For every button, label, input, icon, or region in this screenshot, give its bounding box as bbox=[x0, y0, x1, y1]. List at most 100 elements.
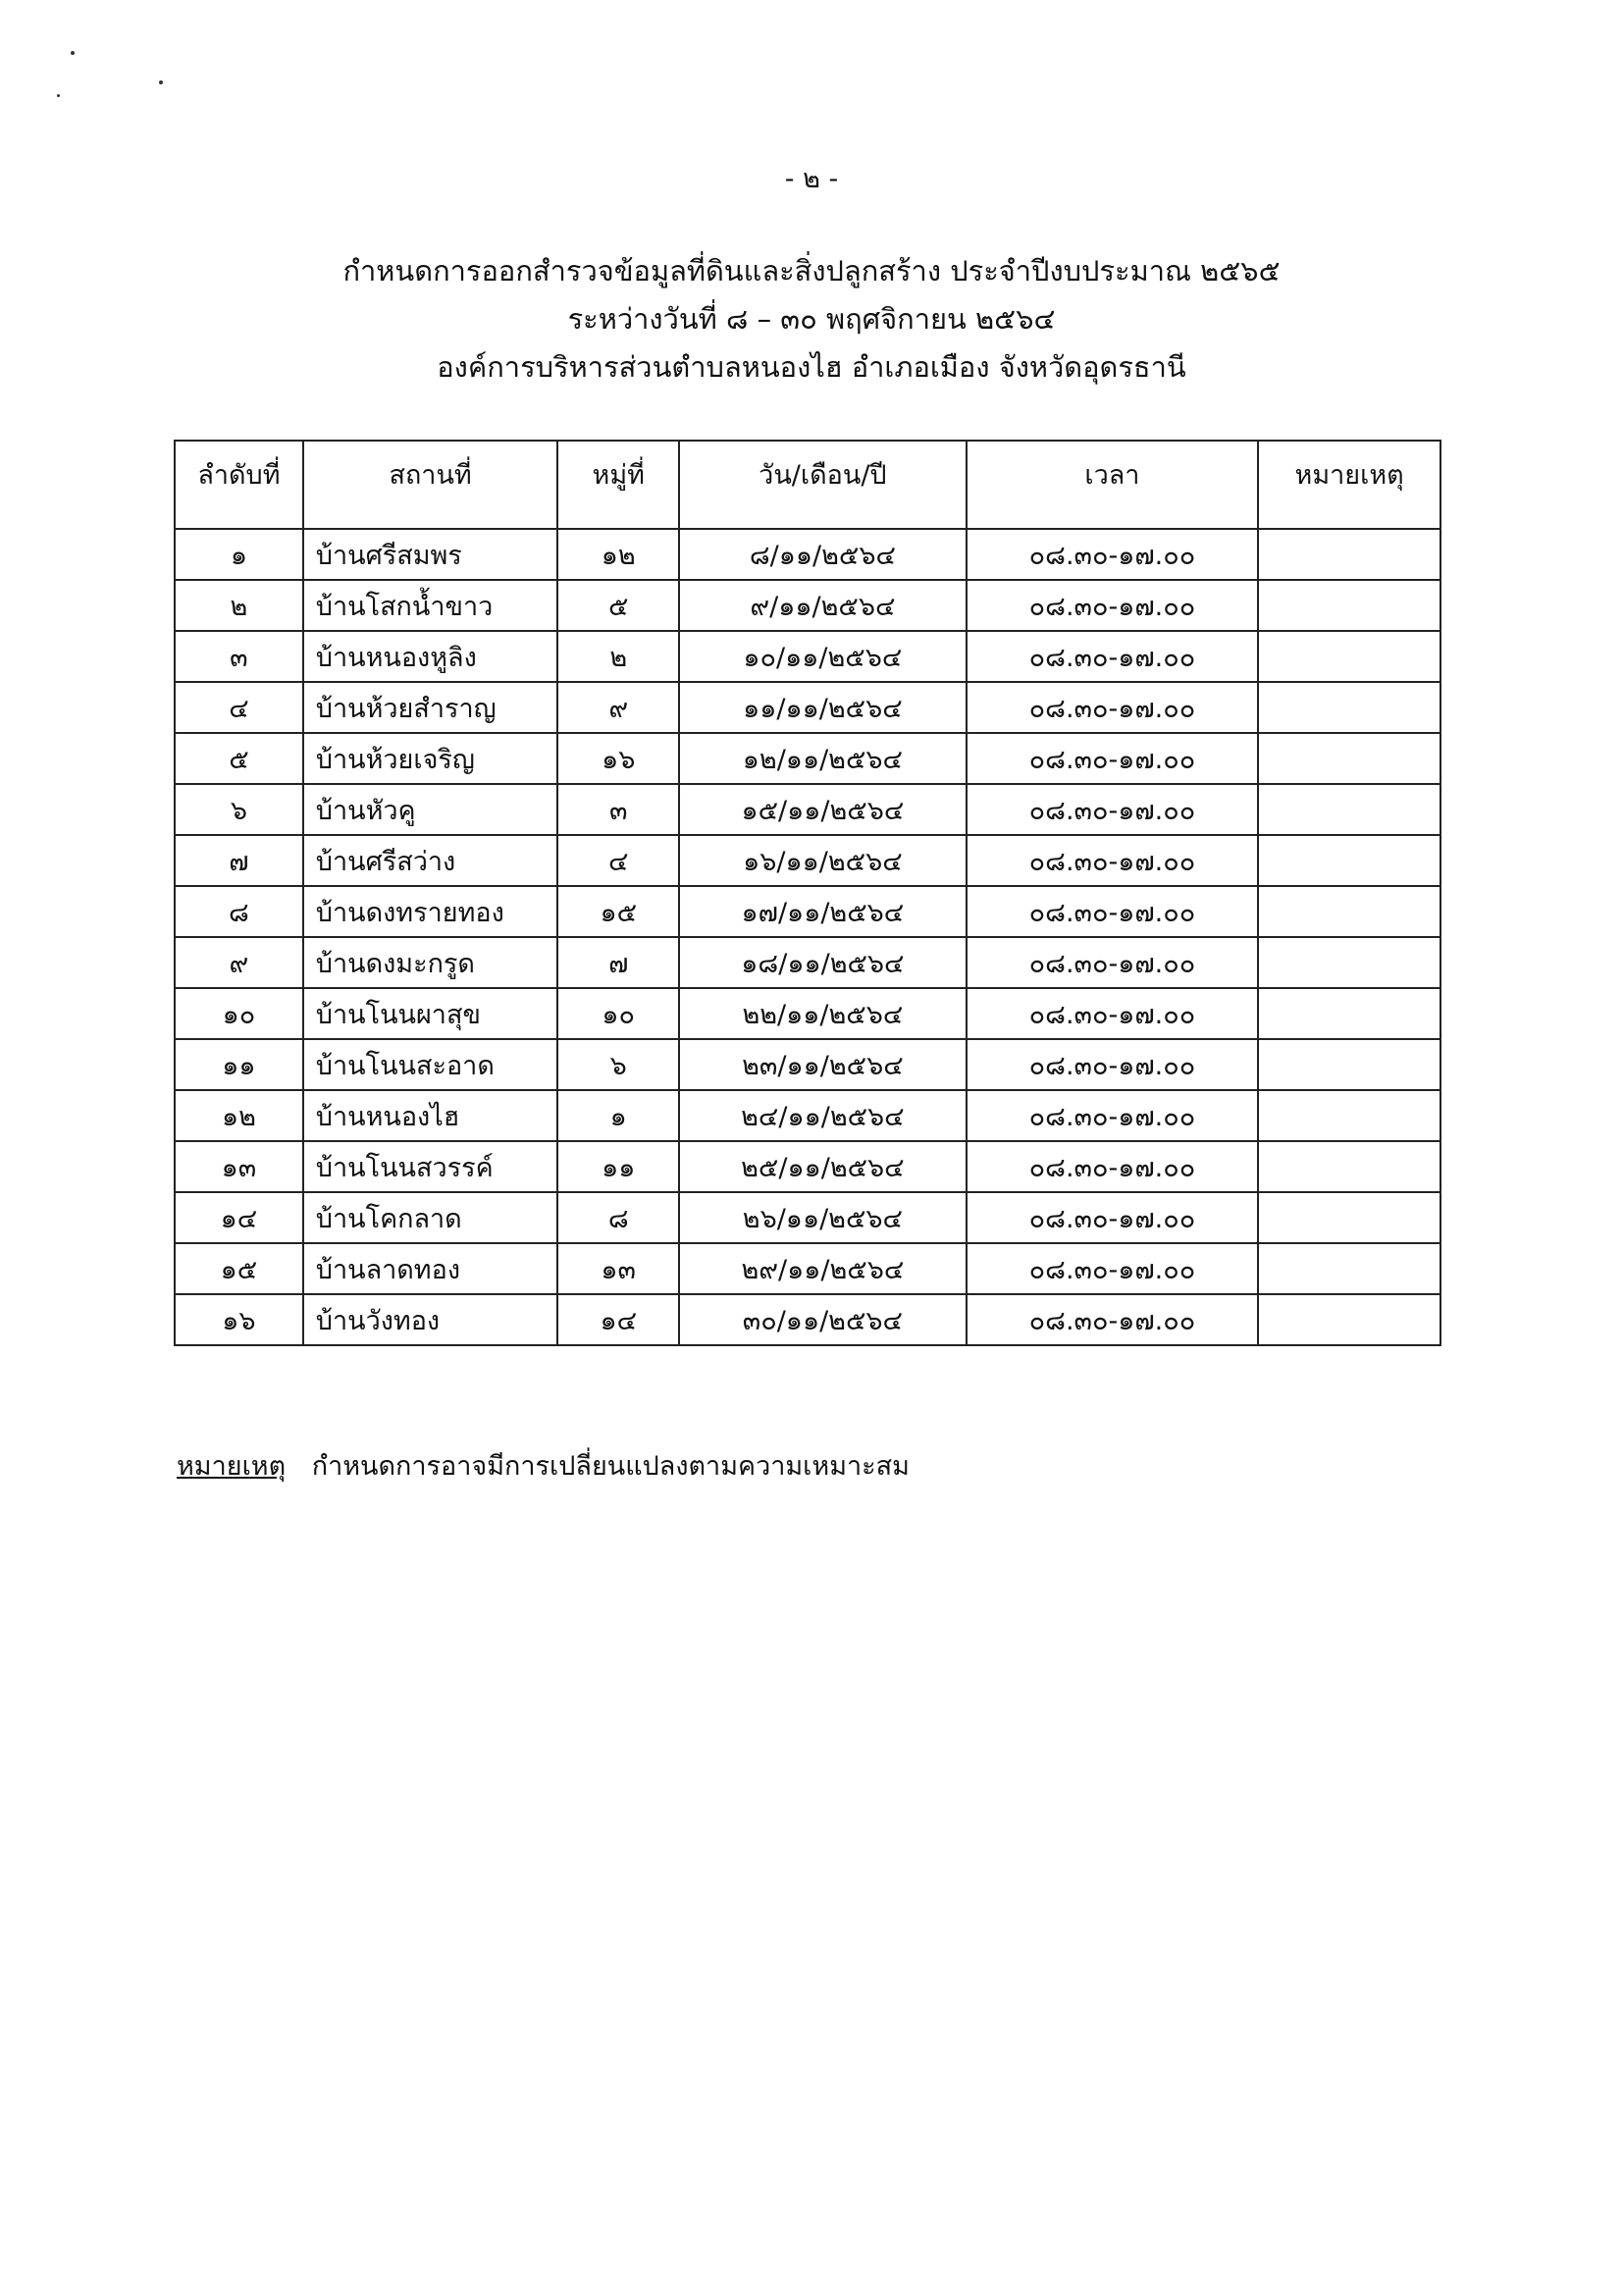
cell-date: ๒๕/๑๑/๒๕๖๔ bbox=[678, 1140, 968, 1193]
footnote-text: กำหนดการอาจมีการเปลี่ยนแปลงตามความเหมาะส… bbox=[311, 1451, 910, 1482]
table-row: ๑๕ บ้านลาดทอง ๑๓ ๒๙/๑๑/๒๕๖๔ ๐๘.๓๐-๑๗.๐๐ bbox=[174, 1242, 1441, 1295]
cell-remarks bbox=[1257, 1242, 1441, 1295]
cell-order: ๓ bbox=[174, 630, 304, 683]
cell-village-no: ๓ bbox=[556, 783, 681, 836]
cell-date: ๙/๑๑/๒๕๖๔ bbox=[678, 579, 968, 632]
table-row: ๖บ้านหัวคู๓๑๕/๑๑/๒๕๖๔ ๐๘.๓๐-๑๗.๐๐ bbox=[174, 783, 1441, 836]
cell-time: ๐๘.๓๐-๑๗.๐๐ bbox=[965, 783, 1260, 836]
cell-time: ๐๘.๓๐-๑๗.๐๐ bbox=[965, 936, 1260, 989]
cell-time: ๐๘.๓๐-๑๗.๐๐ bbox=[965, 1038, 1260, 1091]
cell-village-no: ๖ bbox=[556, 1038, 681, 1091]
title-line: ระหว่างวันที่ ๘ – ๓๐ พฤศจิกายน ๒๕๖๔ bbox=[567, 302, 1056, 336]
cell-order: ๑๐ bbox=[174, 987, 304, 1040]
cell-time: ๐๘.๓๐-๑๗.๐๐ bbox=[965, 987, 1260, 1040]
cell-place: บ้านศรีสมพร bbox=[301, 528, 559, 581]
table-row: ๙บ้านดงมะกรูด๗๑๘/๑๑/๒๕๖๔ ๐๘.๓๐-๑๗.๐๐ bbox=[174, 936, 1441, 989]
scan-speck bbox=[57, 94, 60, 97]
table-row: ๑๓ บ้านโนนสวรรค์ ๑๑ ๒๕/๑๑/๒๕๖๔ ๐๘.๓๐-๑๗.๐๐ bbox=[174, 1140, 1441, 1193]
header-village-no: หมู่ที่ bbox=[556, 440, 681, 530]
cell-time: ๐๘.๓๐-๑๗.๐๐ bbox=[965, 885, 1260, 938]
cell-date: ๑๒/๑๑/๒๕๖๔ bbox=[678, 732, 968, 785]
scan-speck bbox=[71, 51, 75, 55]
cell-village-no: ๑๑ bbox=[556, 1140, 681, 1193]
cell-time: ๐๘.๓๐-๑๗.๐๐ bbox=[965, 834, 1260, 887]
page-number: - ๒ - bbox=[784, 164, 839, 194]
cell-place: บ้านห้วยสำราญ bbox=[301, 681, 559, 734]
cell-village-no: ๔ bbox=[556, 834, 681, 887]
cell-date: ๒๓/๑๑/๒๕๖๔ bbox=[678, 1038, 968, 1091]
table-row: ๕บ้านห้วยเจริญ ๑๖ ๑๒/๑๑/๒๕๖๔ ๐๘.๓๐-๑๗.๐๐ bbox=[174, 732, 1441, 785]
cell-remarks bbox=[1257, 1140, 1441, 1193]
table-row: ๑๔ บ้านโคกลาด๘๒๖/๑๑/๒๕๖๔ ๐๘.๓๐-๑๗.๐๐ bbox=[174, 1191, 1441, 1244]
cell-remarks bbox=[1257, 783, 1441, 836]
cell-order: ๑๖ bbox=[174, 1293, 304, 1346]
table-row: ๑๒ บ้านหนองไฮ๑๒๔/๑๑/๒๕๖๔ ๐๘.๓๐-๑๗.๐๐ bbox=[174, 1089, 1441, 1142]
cell-remarks bbox=[1257, 1293, 1441, 1346]
cell-time: ๐๘.๓๐-๑๗.๐๐ bbox=[965, 630, 1260, 683]
footnote: หมายเหตุ กำหนดการอาจมีการเปลี่ยนแปลงตามค… bbox=[177, 1444, 910, 1487]
cell-time: ๐๘.๓๐-๑๗.๐๐ bbox=[965, 1242, 1260, 1295]
cell-order: ๑๔ bbox=[174, 1191, 304, 1244]
cell-place: บ้านหนองไฮ bbox=[301, 1089, 559, 1142]
cell-village-no: ๑๓ bbox=[556, 1242, 681, 1295]
cell-order: ๒ bbox=[174, 579, 304, 632]
table-row: ๘บ้านดงทรายทอง ๑๕ ๑๗/๑๑/๒๕๖๔ ๐๘.๓๐-๑๗.๐๐ bbox=[174, 885, 1441, 938]
survey-schedule-table: ลำดับที่ สถานที่ หมู่ที่ วัน/เดือน/ปี เว… bbox=[174, 440, 1441, 1346]
cell-place: บ้านหนองหูลิง bbox=[301, 630, 559, 683]
cell-village-no: ๘ bbox=[556, 1191, 681, 1244]
cell-remarks bbox=[1257, 681, 1441, 734]
cell-place: บ้านโสกน้ำขาว bbox=[301, 579, 559, 632]
cell-order: ๑๕ bbox=[174, 1242, 304, 1295]
cell-date: ๒๒/๑๑/๒๕๖๔ bbox=[678, 987, 968, 1040]
cell-place: บ้านโนนผาสุข bbox=[301, 987, 559, 1040]
cell-date: ๓๐/๑๑/๒๕๖๔ bbox=[678, 1293, 968, 1346]
cell-remarks bbox=[1257, 579, 1441, 632]
table-row: ๑๐ บ้านโนนผาสุข ๑๐ ๒๒/๑๑/๒๕๖๔ ๐๘.๓๐-๑๗.๐๐ bbox=[174, 987, 1441, 1040]
cell-remarks bbox=[1257, 834, 1441, 887]
cell-date: ๑๗/๑๑/๒๕๖๔ bbox=[678, 885, 968, 938]
table-row: ๑๖ บ้านวังทอง ๑๔ ๓๐/๑๑/๒๕๖๔ ๐๘.๓๐-๑๗.๐๐ bbox=[174, 1293, 1441, 1346]
table-row: ๒บ้านโสกน้ำขาว๕๙/๑๑/๒๕๖๔ ๐๘.๓๐-๑๗.๐๐ bbox=[174, 579, 1441, 632]
cell-village-no: ๗ bbox=[556, 936, 681, 989]
header-time: เวลา bbox=[965, 440, 1260, 530]
cell-place: บ้านดงทรายทอง bbox=[301, 885, 559, 938]
table-row: ๑บ้านศรีสมพร ๑๒ ๘/๑๑/๒๕๖๔ ๐๘.๓๐-๑๗.๐๐ bbox=[174, 528, 1441, 581]
header-place: สถานที่ bbox=[301, 440, 559, 530]
title-line: องค์การบริหารส่วนตำบลหนองไฮ อำเภอเมือง จ… bbox=[437, 350, 1186, 384]
cell-village-no: ๕ bbox=[556, 579, 681, 632]
cell-time: ๐๘.๓๐-๑๗.๐๐ bbox=[965, 579, 1260, 632]
title-line: กำหนดการออกสำรวจข้อมูลที่ดินและสิ่งปลูกส… bbox=[342, 254, 1281, 287]
cell-place: บ้านโนนสะอาด bbox=[301, 1038, 559, 1091]
cell-time: ๐๘.๓๐-๑๗.๐๐ bbox=[965, 528, 1260, 581]
cell-village-no: ๑๖ bbox=[556, 732, 681, 785]
cell-date: ๑๕/๑๑/๒๕๖๔ bbox=[678, 783, 968, 836]
cell-order: ๖ bbox=[174, 783, 304, 836]
cell-order: ๑ bbox=[174, 528, 304, 581]
cell-date: ๑๘/๑๑/๒๕๖๔ bbox=[678, 936, 968, 989]
cell-place: บ้านโคกลาด bbox=[301, 1191, 559, 1244]
table-header-row: ลำดับที่ สถานที่ หมู่ที่ วัน/เดือน/ปี เว… bbox=[174, 440, 1441, 530]
cell-remarks bbox=[1257, 987, 1441, 1040]
cell-place: บ้านห้วยเจริญ bbox=[301, 732, 559, 785]
cell-village-no: ๒ bbox=[556, 630, 681, 683]
cell-date: ๒๖/๑๑/๒๕๖๔ bbox=[678, 1191, 968, 1244]
cell-order: ๑๑ bbox=[174, 1038, 304, 1091]
cell-place: บ้านหัวคู bbox=[301, 783, 559, 836]
cell-place: บ้านดงมะกรูด bbox=[301, 936, 559, 989]
cell-order: ๙ bbox=[174, 936, 304, 989]
cell-date: ๒๙/๑๑/๒๕๖๔ bbox=[678, 1242, 968, 1295]
cell-village-no: ๙ bbox=[556, 681, 681, 734]
cell-order: ๗ bbox=[174, 834, 304, 887]
cell-place: บ้านศรีสว่าง bbox=[301, 834, 559, 887]
cell-remarks bbox=[1257, 885, 1441, 938]
cell-remarks bbox=[1257, 630, 1441, 683]
cell-remarks bbox=[1257, 732, 1441, 785]
document-title: กำหนดการออกสำรวจข้อมูลที่ดินและสิ่งปลูกส… bbox=[0, 247, 1623, 391]
cell-time: ๐๘.๓๐-๑๗.๐๐ bbox=[965, 732, 1260, 785]
cell-date: ๘/๑๑/๒๕๖๔ bbox=[678, 528, 968, 581]
cell-time: ๐๘.๓๐-๑๗.๐๐ bbox=[965, 1191, 1260, 1244]
cell-village-no: ๑๒ bbox=[556, 528, 681, 581]
cell-date: ๑๐/๑๑/๒๕๖๔ bbox=[678, 630, 968, 683]
cell-order: ๘ bbox=[174, 885, 304, 938]
cell-order: ๔ bbox=[174, 681, 304, 734]
